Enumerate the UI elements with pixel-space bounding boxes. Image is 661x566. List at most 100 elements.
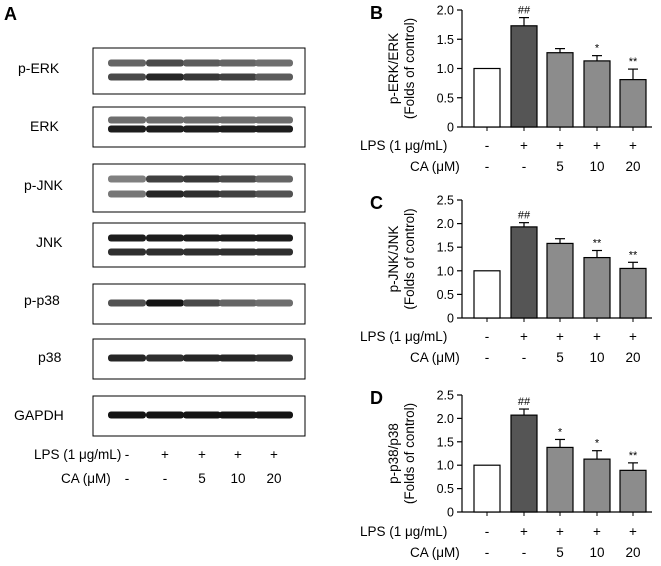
protein-band — [146, 116, 184, 124]
lps-value: - — [485, 329, 490, 344]
protein-band — [146, 299, 184, 307]
ca-value: 10 — [589, 545, 604, 560]
blot-strip — [92, 163, 306, 213]
significance-marker: * — [595, 438, 600, 450]
protein-band — [219, 190, 257, 198]
ca-value: 20 — [266, 471, 281, 486]
blot-label-p38: p38 — [38, 349, 62, 365]
ca-value: 5 — [556, 350, 564, 365]
protein-band — [108, 411, 146, 419]
significance-marker: ** — [593, 238, 602, 250]
ca-value: - — [522, 350, 527, 365]
lps-value: + — [556, 138, 564, 153]
y-tick-label: 2.5 — [437, 194, 454, 208]
blot-label-p-p38: p-p38 — [24, 292, 60, 308]
y-tick-label: 1.5 — [437, 241, 454, 255]
ca-value: 10 — [230, 471, 245, 486]
protein-band — [183, 234, 221, 242]
protein-band — [219, 354, 257, 362]
protein-band — [146, 190, 184, 198]
blot-label-p-erk: p-ERK — [18, 60, 60, 76]
blot-label-jnk: JNK — [36, 234, 63, 250]
protein-band — [255, 190, 293, 198]
protein-band — [183, 59, 221, 67]
significance-marker: ** — [629, 450, 638, 462]
ca-value: - — [485, 545, 490, 560]
lps-value: + — [520, 138, 528, 153]
lps-value: + — [629, 524, 637, 539]
lps-value: + — [161, 447, 169, 462]
lps-value: + — [234, 447, 242, 462]
lps-label: LPS (1 μg/mL) — [360, 329, 447, 344]
ca-value: - — [163, 471, 168, 486]
ca-value: 20 — [625, 350, 640, 365]
protein-band — [108, 354, 146, 362]
bar — [546, 242, 574, 319]
protein-band — [183, 116, 221, 124]
y-axis-label: p-ERK/ERK (Folds of control) — [386, 18, 417, 119]
significance-marker: ## — [518, 210, 531, 222]
ca-value: - — [522, 545, 527, 560]
bar — [583, 458, 611, 513]
blot-label-p-jnk: p-JNK — [24, 177, 64, 193]
y-axis-label-line: p-JNK/JNK — [386, 226, 401, 293]
blot-strip — [92, 106, 306, 148]
lps-value: - — [485, 524, 490, 539]
ca-label: CA (μM) — [410, 159, 460, 174]
y-tick-label: 0 — [447, 312, 454, 326]
ca-value: - — [125, 471, 130, 486]
protein-band — [183, 175, 221, 183]
protein-band — [183, 190, 221, 198]
blot-strip — [92, 338, 306, 380]
protein-band — [219, 175, 257, 183]
bar — [510, 226, 538, 319]
bar — [583, 60, 611, 128]
protein-band — [108, 190, 146, 198]
protein-band — [183, 125, 221, 133]
protein-band — [219, 73, 257, 81]
y-tick-label: 0.5 — [437, 91, 454, 105]
lps-value: + — [520, 329, 528, 344]
lps-label: LPS (1 μg/mL) — [34, 447, 121, 462]
bar — [510, 25, 538, 128]
blot-strip — [92, 47, 306, 95]
protein-band — [146, 354, 184, 362]
protein-band — [219, 125, 257, 133]
lps-value: + — [593, 524, 601, 539]
lps-value: + — [270, 447, 278, 462]
western-blot-panel: A p-ERK ERK p-JNK JNK p-p38 p38 GAPDH LP… — [4, 4, 306, 486]
protein-band — [183, 73, 221, 81]
blot-strips — [92, 47, 306, 437]
y-tick-label: 2.0 — [437, 217, 454, 231]
y-tick-label: 2.5 — [437, 389, 454, 403]
protein-band — [255, 354, 293, 362]
protein-band — [146, 175, 184, 183]
protein-band — [255, 248, 293, 256]
protein-band — [108, 299, 146, 307]
protein-band — [255, 116, 293, 124]
bar — [619, 79, 647, 128]
lps-value: + — [520, 524, 528, 539]
y-tick-label: 1.0 — [437, 62, 454, 76]
y-tick-label: 0.5 — [437, 482, 454, 496]
protein-band — [146, 59, 184, 67]
blot-strip — [92, 283, 306, 325]
bar — [473, 67, 501, 128]
ca-label: CA (μM) — [61, 471, 111, 486]
y-axis-label: p-p38/p38 (Folds of control) — [386, 403, 417, 504]
significance-marker: ## — [518, 5, 531, 17]
ca-value: 5 — [198, 471, 206, 486]
ca-value: 10 — [589, 159, 604, 174]
panel-letter: D — [370, 388, 383, 408]
y-tick-label: 0 — [447, 506, 454, 520]
y-tick-label: 0.5 — [437, 288, 454, 302]
bar — [619, 267, 647, 319]
protein-band — [255, 234, 293, 242]
ca-value: - — [522, 159, 527, 174]
lps-value: + — [198, 447, 206, 462]
protein-band — [146, 248, 184, 256]
lps-value: + — [556, 329, 564, 344]
protein-band — [219, 248, 257, 256]
lps-value: + — [629, 329, 637, 344]
